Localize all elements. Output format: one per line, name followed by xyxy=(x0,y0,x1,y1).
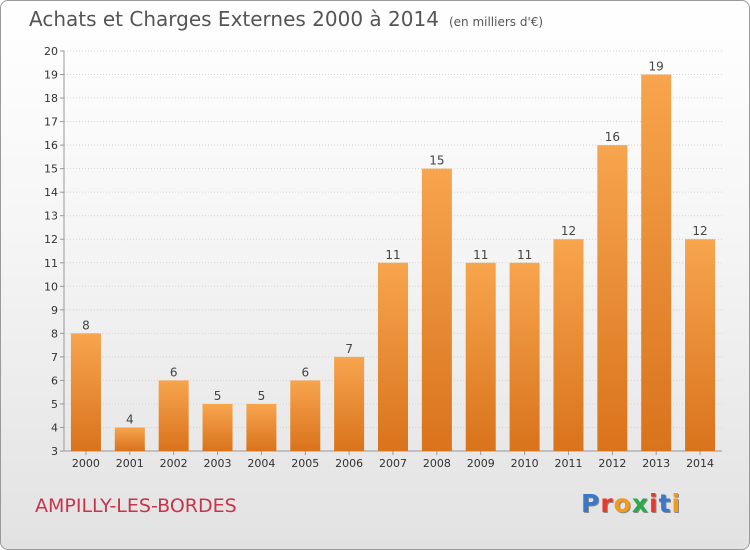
y-tick-label: 18 xyxy=(44,92,58,105)
bar xyxy=(509,262,540,451)
x-tick-label: 2014 xyxy=(686,457,714,470)
x-tick-label: 2003 xyxy=(204,457,232,470)
y-tick-label: 13 xyxy=(44,210,58,223)
x-tick-label: 2010 xyxy=(511,457,539,470)
y-tick-label: 20 xyxy=(44,45,58,58)
x-tick-label: 2012 xyxy=(598,457,626,470)
y-tick-label: 19 xyxy=(44,69,58,82)
x-axis: 2000 2001 2002 2003 2004 2005 2006 2007 2008 2009… xyxy=(72,451,714,470)
x-tick-label: 2009 xyxy=(467,457,495,470)
logo-letter: r xyxy=(600,489,614,518)
logo-letter: t xyxy=(658,489,672,518)
proxiti-logo: Proxiti xyxy=(581,489,681,518)
x-tick-label: 2002 xyxy=(160,457,188,470)
chart-title: Achats et Charges Externes 2000 à 2014 (e… xyxy=(29,7,543,31)
logo-letter: P xyxy=(581,489,601,518)
bars: 8 4 6 5 5 6 7 11 15 11 11 12 16 19 12 xyxy=(70,60,716,451)
data-label: 4 xyxy=(126,412,134,426)
data-label: 8 xyxy=(82,318,90,332)
y-tick-label: 5 xyxy=(51,398,58,411)
y-tick-label: 16 xyxy=(44,139,58,152)
bar xyxy=(246,403,277,451)
chart-title-text: Achats et Charges Externes 2000 à 2014 xyxy=(29,7,439,31)
y-tick-label: 4 xyxy=(51,421,58,434)
x-tick-label: 2008 xyxy=(423,457,451,470)
bar xyxy=(158,380,189,451)
y-tick-label: 6 xyxy=(51,374,58,387)
data-label: 7 xyxy=(345,342,353,356)
y-tick-label: 7 xyxy=(51,351,58,364)
y-tick-label: 11 xyxy=(44,257,58,270)
data-label: 12 xyxy=(561,224,576,238)
y-tick-label: 10 xyxy=(44,280,58,293)
x-tick-label: 2007 xyxy=(379,457,407,470)
logo-letter: x xyxy=(631,489,649,518)
y-tick-label: 17 xyxy=(44,116,58,129)
y-tick-label: 12 xyxy=(44,233,58,246)
bar xyxy=(465,262,496,451)
data-label: 6 xyxy=(170,365,178,379)
y-tick-label: 8 xyxy=(51,327,58,340)
bar xyxy=(114,427,145,451)
x-tick-label: 2011 xyxy=(554,457,582,470)
bar xyxy=(685,239,716,451)
data-label: 11 xyxy=(473,248,488,262)
x-tick-label: 2005 xyxy=(291,457,319,470)
bar xyxy=(421,168,452,451)
bar xyxy=(641,74,672,451)
x-tick-label: 2001 xyxy=(116,457,144,470)
data-label: 5 xyxy=(258,389,266,403)
bar xyxy=(553,239,584,451)
bar xyxy=(290,380,321,451)
logo-letter: i xyxy=(671,489,682,518)
data-label: 11 xyxy=(517,248,532,262)
data-label: 11 xyxy=(385,248,400,262)
x-tick-label: 2006 xyxy=(335,457,363,470)
data-label: 16 xyxy=(605,130,620,144)
data-label: 5 xyxy=(214,389,222,403)
x-tick-label: 2000 xyxy=(72,457,100,470)
logo-letter: o xyxy=(613,489,632,518)
bar xyxy=(334,356,365,451)
commune-name: AMPILLY-LES-BORDES xyxy=(35,495,237,517)
bar xyxy=(70,333,101,451)
bar xyxy=(597,145,628,451)
y-tick-label: 3 xyxy=(51,445,58,458)
chart-subtitle: (en milliers d'€) xyxy=(448,15,544,29)
bar xyxy=(378,262,408,451)
data-label: 19 xyxy=(649,60,664,74)
data-label: 6 xyxy=(301,365,309,379)
bar xyxy=(202,403,233,451)
data-label: 15 xyxy=(429,154,444,168)
y-tick-label: 14 xyxy=(44,186,58,199)
data-label: 12 xyxy=(692,224,707,238)
x-tick-label: 2004 xyxy=(247,457,275,470)
logo-letter: i xyxy=(649,489,659,518)
y-tick-label: 9 xyxy=(51,304,58,317)
x-tick-label: 2013 xyxy=(642,457,670,470)
y-tick-label: 15 xyxy=(44,163,58,176)
